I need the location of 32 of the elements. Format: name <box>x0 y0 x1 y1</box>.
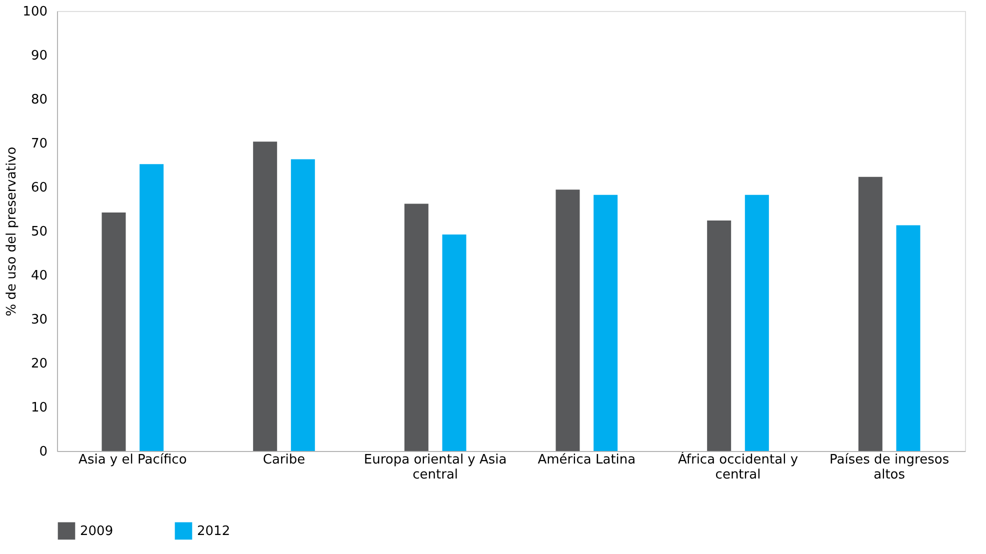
y-tick-label: 20 <box>30 356 48 372</box>
y-tick-label: 10 <box>30 400 48 416</box>
x-tick-label: Caribe <box>262 452 306 468</box>
y-tick-label: 0 <box>39 444 48 460</box>
bar <box>290 159 315 451</box>
y-tick-label: 30 <box>30 312 48 328</box>
bar <box>442 234 466 451</box>
bar <box>896 225 920 451</box>
bar <box>556 190 580 451</box>
y-tick-label: 40 <box>30 268 48 284</box>
y-tick-label: 100 <box>22 4 48 20</box>
bar <box>253 142 278 451</box>
legend-label: 2012 <box>197 524 230 539</box>
y-axis-title: % de uso del preservativo <box>4 146 20 316</box>
x-tick-label: Países de ingresos altos <box>830 452 950 482</box>
x-tick-label: Europa oriental y Asia central <box>364 452 507 482</box>
y-tick-label: 70 <box>30 136 48 152</box>
y-tick-label: 60 <box>30 180 48 196</box>
x-tick-label: Asia y el Pacífico <box>78 452 187 468</box>
x-tick-label: África occidental y central <box>678 450 798 482</box>
bar <box>102 212 126 451</box>
bar <box>140 164 164 451</box>
bar <box>858 176 882 451</box>
y-tick-label: 90 <box>30 48 48 64</box>
bar <box>404 204 428 451</box>
bar <box>707 220 732 451</box>
bar <box>744 194 769 451</box>
x-tick-label: América Latina <box>538 452 636 468</box>
y-tick-label: 80 <box>30 92 48 108</box>
legend-label: 2009 <box>80 524 114 539</box>
bar <box>594 194 618 451</box>
y-tick-label: 50 <box>30 224 48 240</box>
